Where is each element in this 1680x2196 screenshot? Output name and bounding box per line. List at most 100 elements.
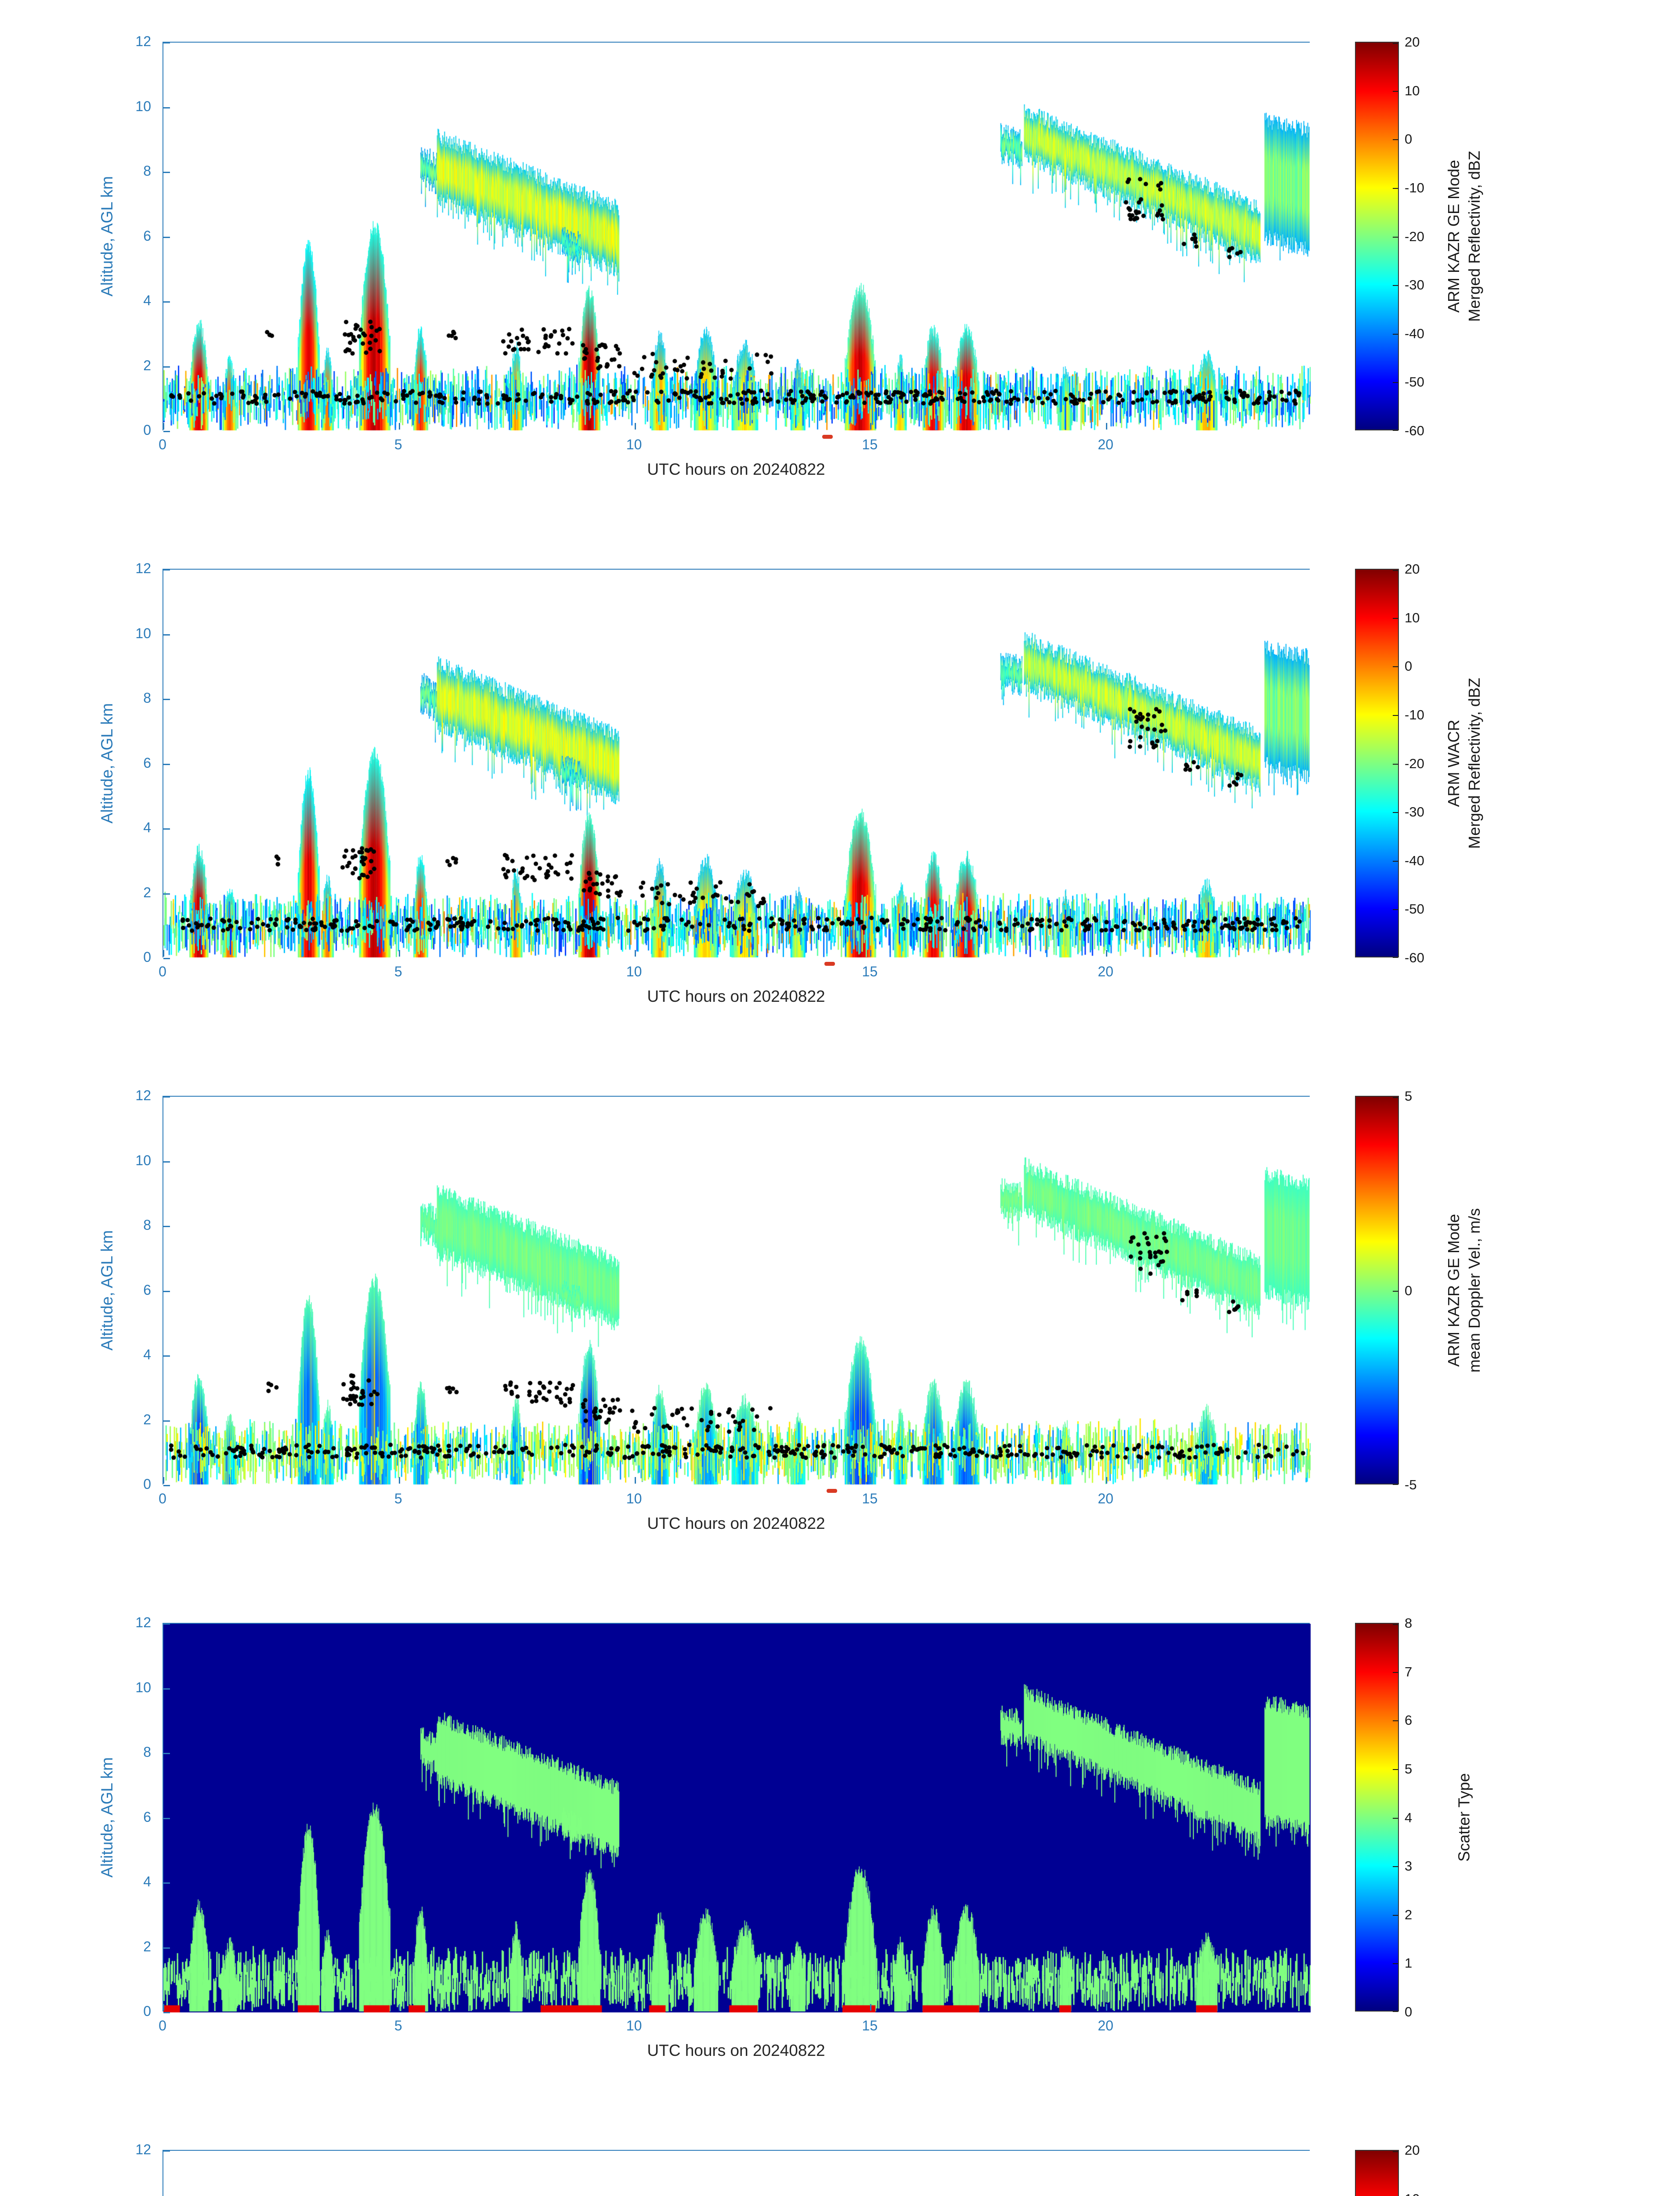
x-tick-mark — [1106, 2004, 1108, 2011]
y-tick-mark — [163, 1947, 170, 1949]
y-tick-mark — [163, 1420, 170, 1422]
y-tick-mark — [163, 107, 170, 108]
colorbar-tick-mark — [1393, 2011, 1398, 2012]
colorbar-tick-label: 0 — [1405, 131, 1413, 147]
colorbar-tick-mark — [1393, 139, 1398, 141]
plot-area — [163, 569, 1311, 959]
heatmap-canvas — [163, 43, 1311, 431]
colorbar-tick-label: -50 — [1405, 374, 1424, 390]
colorbar-tick-mark — [1393, 1484, 1398, 1485]
colorbar-tick-labels: 8 7 6 5 4 3 2 1 0 — [1405, 1615, 1470, 2019]
heatmap-canvas — [163, 1624, 1311, 2012]
x-tick-label: 5 — [394, 964, 402, 979]
y-tick-label: 4 — [143, 1874, 151, 1889]
plot-area — [163, 2150, 1311, 2196]
y-tick-label: 2 — [143, 1411, 151, 1427]
colorbar-tick-mark — [1393, 957, 1398, 958]
colorbar-tick-mark — [1393, 333, 1398, 335]
y-tick-label: 10 — [135, 1152, 151, 1168]
x-tick-label: 15 — [862, 2018, 878, 2033]
y-tick-label: 12 — [135, 1614, 151, 1630]
y-tick-label: 10 — [135, 625, 151, 641]
colorbar — [1355, 42, 1399, 431]
y-tick-mark — [163, 1753, 170, 1754]
y-tick-mark — [163, 1485, 170, 1486]
y-tick-label: 4 — [143, 1347, 151, 1362]
y-tick-label: 6 — [143, 1809, 151, 1825]
x-tick-mark — [163, 1477, 164, 1484]
y-tick-label: 0 — [143, 2003, 151, 2019]
colorbar-tick-mark — [1393, 1720, 1398, 1722]
colorbar-tick-mark — [1393, 1963, 1398, 1965]
y-tick-label: 8 — [143, 163, 151, 179]
x-tick-label: 5 — [394, 1491, 402, 1506]
y-tick-label: 12 — [135, 1087, 151, 1103]
y-tick-label: 8 — [143, 1744, 151, 1760]
flag-marker — [824, 962, 835, 966]
colorbar-tick-mark — [1393, 90, 1398, 92]
x-tick-label: 0 — [159, 964, 166, 979]
colorbar-tick-mark — [1393, 2151, 1398, 2152]
plot-area — [163, 1623, 1311, 2013]
colorbar-tick-mark — [1393, 715, 1398, 716]
colorbar-tick-label: -10 — [1405, 180, 1424, 195]
colorbar-tick-mark — [1393, 618, 1398, 619]
y-tick-mark — [163, 763, 170, 765]
x-tick-label: 20 — [1098, 2018, 1113, 2033]
x-tick-mark — [634, 1477, 636, 1484]
x-tick-mark — [870, 950, 872, 957]
flag-marker — [822, 435, 833, 439]
colorbar-tick-label: 0 — [1405, 2004, 1413, 2019]
colorbar-tick-mark — [1393, 909, 1398, 910]
colorbar-label-line: ARM KAZR GE Mode — [1445, 159, 1463, 313]
colorbar-tick-mark — [1393, 236, 1398, 238]
colorbar — [1355, 569, 1399, 958]
x-axis-label: UTC hours on 20240822 — [647, 2041, 825, 2059]
x-tick-labels: 0 5 10 15 20 — [159, 2016, 1310, 2038]
plot-area — [163, 1096, 1311, 1486]
x-tick-labels: 0 5 10 15 20 — [159, 435, 1310, 457]
y-tick-label: 10 — [135, 1679, 151, 1695]
colorbar-tick-mark — [1393, 430, 1398, 431]
y-tick-mark — [163, 699, 170, 700]
colorbar-tick-label: -40 — [1405, 325, 1424, 341]
y-tick-mark — [163, 1688, 170, 1690]
colorbar — [1355, 2150, 1399, 2196]
y-tick-mark — [163, 1290, 170, 1292]
x-tick-label: 10 — [626, 1491, 642, 1506]
colorbar-tick-label: 6 — [1405, 1712, 1413, 1728]
x-tick-mark — [870, 423, 872, 430]
y-tick-mark — [163, 634, 170, 636]
colorbar-tick-mark — [1393, 570, 1398, 571]
colorbar-tick-mark — [1393, 1817, 1398, 1819]
x-tick-label: 10 — [626, 2018, 642, 2033]
colorbar-label-line: Merged Reflectivity, dBZ — [1465, 150, 1483, 322]
colorbar-tick-label: 5 — [1405, 1088, 1413, 1104]
x-tick-mark — [398, 950, 400, 957]
panel-kazr-doppler-velocity: Altitude, AGL km 0 2 4 6 8 10 12 0 5 10 15 20 UTC … — [0, 1054, 1680, 1581]
colorbar-tick-label: -60 — [1405, 423, 1424, 438]
colorbar-label-wrap: ARM KAZR GE Mode mean Doppler Vel., m/s — [1440, 1096, 1488, 1484]
x-tick-labels: 0 5 10 15 20 — [159, 1489, 1310, 1511]
colorbar-tick-label: 20 — [1405, 561, 1420, 577]
panel-kazr-ge-reflectivity: Altitude, AGL km 0 2 4 6 8 10 12 0 5 10 15 20 UTC … — [0, 0, 1680, 527]
x-tick-mark — [398, 1477, 400, 1484]
flag-marker — [827, 1489, 838, 1493]
colorbar-tick-label: -20 — [1405, 755, 1424, 771]
x-tick-mark — [1106, 1477, 1108, 1484]
x-axis-label: UTC hours on 20240822 — [647, 1514, 825, 1532]
y-tick-label: 12 — [135, 560, 151, 576]
y-tick-label: 2 — [143, 884, 151, 900]
y-tick-label: 10 — [135, 98, 151, 114]
colorbar-tick-label: 2 — [1405, 1907, 1413, 1922]
colorbar-label: ARM WACR Merged Reflectivity, dBZ — [1443, 678, 1485, 849]
y-tick-label: 4 — [143, 820, 151, 835]
y-tick-mark — [163, 1161, 170, 1163]
